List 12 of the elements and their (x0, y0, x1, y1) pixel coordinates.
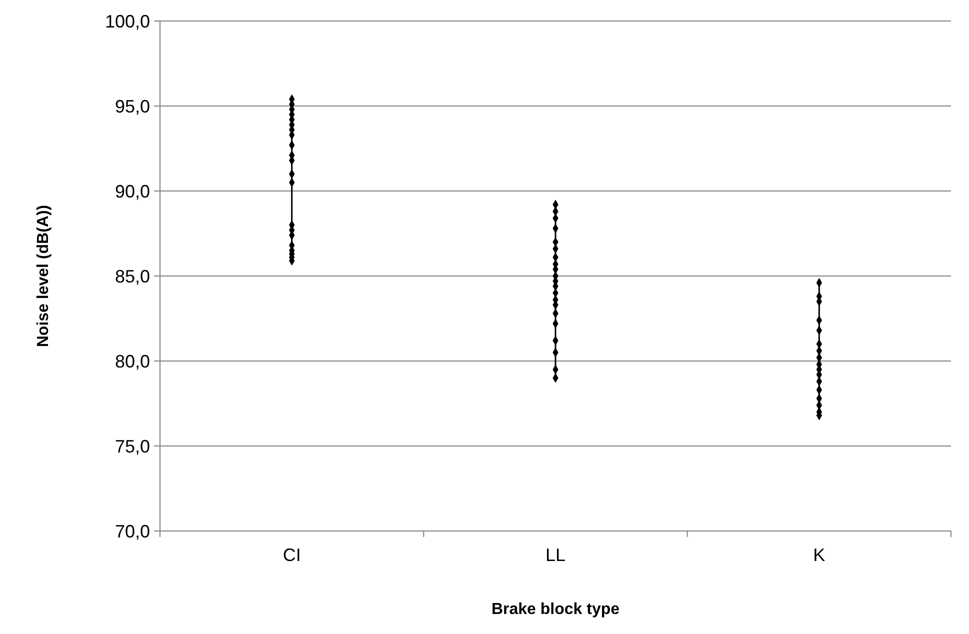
x-axis-title: Brake block type (491, 601, 620, 618)
y-tick-label: 95,0 (114, 96, 150, 116)
x-tick-label: LL (545, 545, 566, 565)
y-tick-label: 85,0 (114, 266, 150, 286)
y-axis-title: Noise level (dB(A)) (35, 204, 52, 348)
y-tick-label: 70,0 (114, 521, 150, 542)
x-tick-label: CI (282, 545, 301, 565)
y-tick-label: 75,0 (114, 436, 150, 456)
y-tick-label: 100,0 (104, 11, 150, 32)
y-tick-label: 90,0 (114, 181, 150, 202)
y-tick-label: 80,0 (114, 351, 150, 372)
x-tick-label: K (813, 545, 826, 565)
